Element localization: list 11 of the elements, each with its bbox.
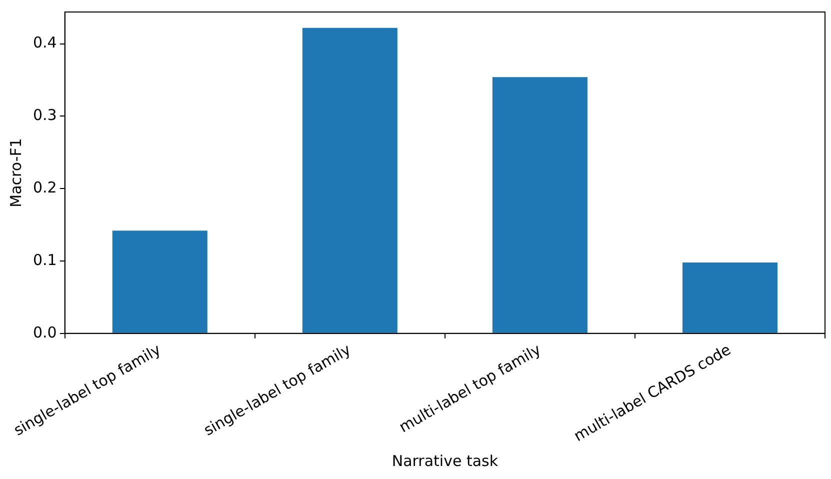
y-tick-label: 0.3 (32, 106, 57, 124)
y-tick-label: 0.2 (32, 178, 57, 197)
y-tick-label: 0.4 (32, 34, 57, 52)
bar (492, 77, 588, 333)
bar (302, 28, 398, 333)
bar (112, 230, 208, 333)
y-tick-label: 0.1 (32, 250, 57, 269)
bar (682, 262, 778, 333)
x-axis-title: Narrative task (392, 452, 498, 470)
y-axis-title: Macro-F1 (6, 138, 25, 208)
y-tick-label: 0.0 (32, 323, 57, 342)
